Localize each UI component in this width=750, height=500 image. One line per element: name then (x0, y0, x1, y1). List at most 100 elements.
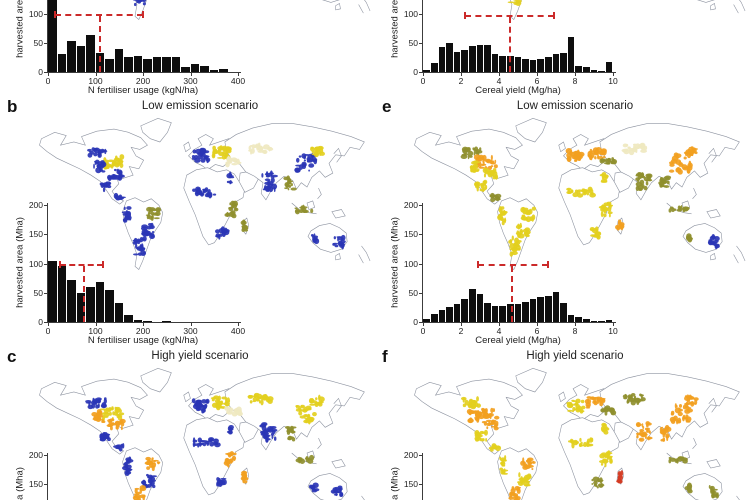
panel-b: b Low emission scenario 0 50 100 150 200 0 100 20… (0, 97, 375, 350)
panel-letter-b: b (7, 97, 18, 116)
x-axis-spine (47, 322, 241, 323)
y-tick-label: 50 (408, 287, 418, 298)
y-tick-mark (419, 13, 422, 15)
histogram-bar (57, 266, 67, 322)
histogram-bar (522, 58, 529, 72)
world-map-d (507, 0, 746, 21)
crosshair-mean-line (509, 17, 512, 72)
histogram-bar (190, 64, 200, 72)
histogram-bar (522, 301, 529, 322)
x-axis-spine (422, 72, 616, 73)
y-tick-label: 200 (28, 200, 43, 210)
crosshair-range-line (478, 264, 549, 267)
histogram-bar (162, 57, 171, 72)
histogram-bar (105, 289, 114, 322)
histogram-bar (181, 67, 190, 72)
histogram-bar (560, 302, 567, 322)
y-tick-mark (44, 322, 47, 323)
histogram-bar (499, 306, 506, 322)
histogram-bar (152, 57, 162, 72)
y-tick-mark (419, 234, 422, 236)
x-tick-label: 400 (230, 326, 246, 336)
y-tick-mark (419, 205, 422, 206)
histogram-bar (162, 321, 171, 322)
crosshair-range-line (55, 14, 143, 17)
panel-letter-c: c (7, 347, 17, 366)
x-tick-label: 4 (496, 326, 502, 336)
x-tick-label: 2 (458, 76, 464, 86)
histogram-bar (491, 54, 499, 72)
y-tick-mark (44, 455, 47, 456)
x-tick-label: 200 (135, 76, 151, 86)
crosshair-end-cap (463, 12, 466, 20)
histogram-bar (598, 321, 605, 322)
histogram-bar (514, 304, 522, 322)
world-map-c (39, 368, 365, 500)
y-tick-mark (44, 484, 47, 486)
histogram-bar (76, 292, 86, 323)
histogram-bar (598, 70, 605, 72)
y-tick-label: 150 (28, 479, 43, 490)
histogram-bar (590, 69, 598, 72)
x-tick-label: 10 (608, 326, 618, 336)
crosshair-end-cap (547, 261, 550, 269)
histogram-bar (114, 48, 124, 72)
x-tick-mark (461, 73, 462, 76)
panel-letter-e: e (382, 97, 392, 116)
x-tick-mark (143, 73, 144, 76)
histogram-bar (552, 54, 560, 72)
x-tick-label: 4 (496, 76, 502, 86)
y-tick-mark (44, 42, 47, 44)
histogram-bar (423, 319, 430, 322)
crosshair-mean-line (511, 266, 514, 322)
y-axis-label: harvested area (Mha) (390, 457, 401, 500)
y-axis-spine (422, 0, 423, 73)
y-tick-mark (44, 234, 47, 236)
y-axis-label: harvested area (Mha) (389, 0, 401, 58)
x-tick-mark (461, 323, 462, 326)
histogram-bar (461, 298, 468, 322)
world-map-e (414, 118, 746, 271)
x-tick-mark (95, 323, 97, 326)
histogram-bar (423, 70, 430, 72)
world-map-b (39, 118, 371, 271)
histogram-bar (605, 319, 613, 322)
histogram-bar (499, 56, 506, 72)
histogram-bar (67, 279, 76, 322)
y-axis-label: harvested area (Mha) (389, 216, 401, 308)
x-tick-label: 2 (458, 326, 464, 336)
x-axis-label: Cereal yield (Mg/ha) (475, 335, 561, 346)
y-tick-label: 150 (28, 229, 43, 240)
y-tick-mark (44, 205, 47, 206)
histogram-bar (567, 36, 575, 72)
y-tick-mark (44, 72, 47, 73)
x-tick-label: 100 (88, 326, 103, 336)
y-tick-label: 0 (413, 317, 418, 327)
histogram-bar (453, 51, 461, 72)
histogram-bar (114, 302, 124, 322)
x-axis-label: N fertiliser usage (kgN/ha) (87, 335, 199, 346)
histogram-bar (537, 297, 544, 322)
panel-title-b: Low emission scenario (141, 100, 259, 112)
x-tick-mark (423, 73, 424, 76)
x-tick-mark (499, 73, 500, 76)
histogram-bar (133, 55, 143, 72)
histogram-bar (461, 50, 468, 72)
histogram-bar (476, 293, 484, 322)
histogram-bar (575, 66, 582, 72)
crosshair-end-cap (477, 261, 480, 269)
histogram-bar (48, 260, 57, 322)
histogram-bar (219, 69, 228, 72)
histogram-bar (469, 288, 476, 322)
y-tick-label: 50 (408, 37, 418, 48)
crosshair-end-cap (553, 12, 556, 20)
histogram-bar (590, 320, 598, 322)
x-tick-label: 0 (420, 326, 426, 336)
x-tick-mark (499, 323, 500, 326)
x-tick-mark (190, 323, 192, 326)
y-tick-label: 0 (413, 67, 418, 77)
x-tick-mark (48, 73, 49, 76)
histogram-bar (124, 57, 133, 72)
